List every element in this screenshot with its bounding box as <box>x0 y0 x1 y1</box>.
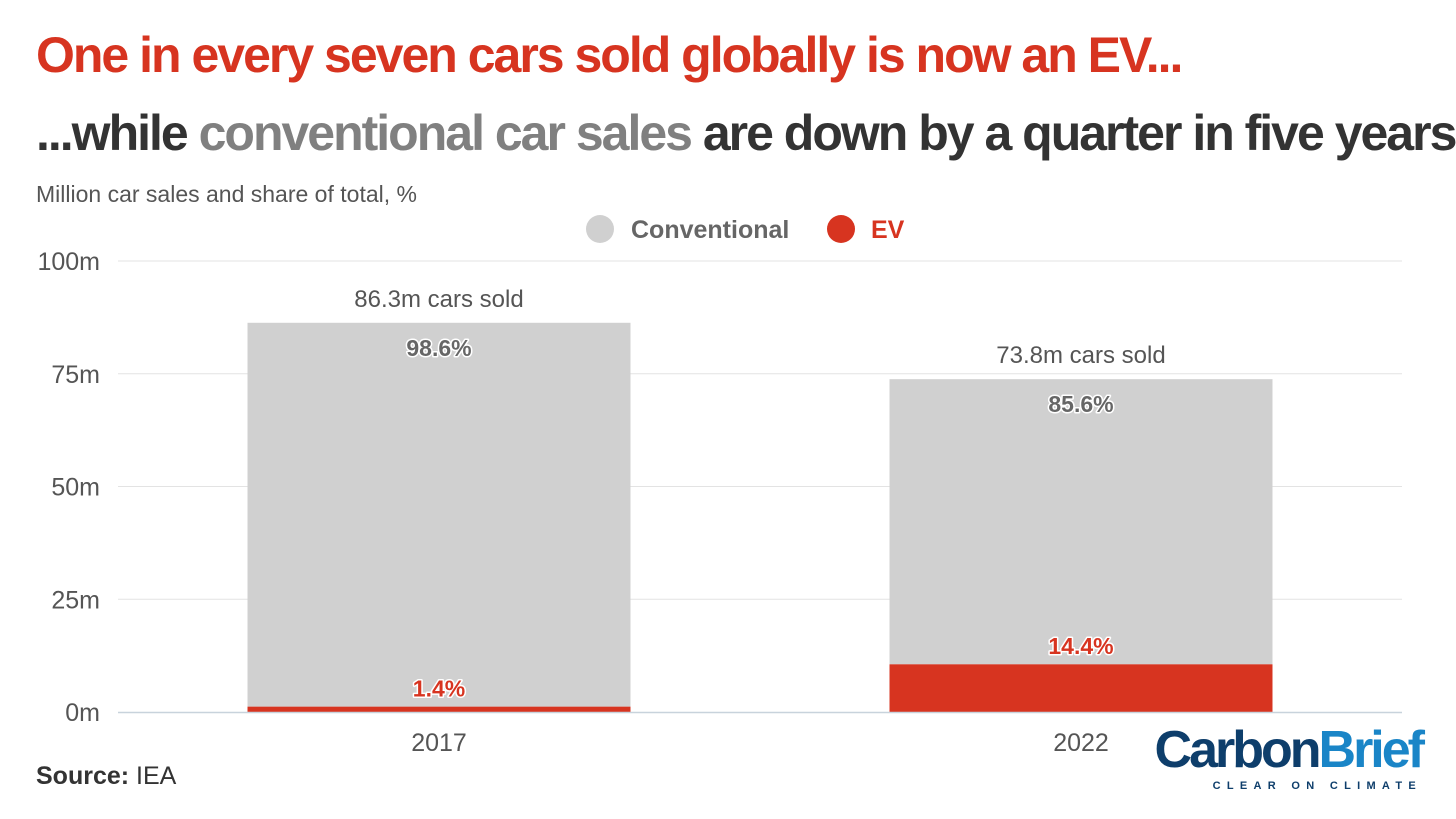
source-label: Source: <box>36 762 130 790</box>
legend-label-ev: EV <box>871 216 905 244</box>
bar-ev-2022 <box>889 664 1273 712</box>
logo-wordmark: CarbonBrief <box>1154 721 1425 779</box>
y-tick-label: 50m <box>51 474 100 502</box>
y-tick-label: 0m <box>65 699 100 727</box>
subtitle-end: are down by a quarter in five years <box>690 105 1456 161</box>
x-category-label: 2022 <box>1053 729 1109 757</box>
carbon-brief-logo: CarbonBrief CLEAR ON CLIMATE <box>1154 721 1425 792</box>
subtitle-highlight: conventional car sales <box>198 105 693 161</box>
subtitle-start: ...while <box>36 105 199 161</box>
bar-conventional-2017 <box>247 322 631 707</box>
x-category-label: 2017 <box>411 729 467 757</box>
legend-swatch-conventional <box>586 215 614 243</box>
share-label-conventional-2022: 85.6% <box>1048 391 1113 417</box>
logo-word-carbon: Carbon <box>1154 721 1322 779</box>
total-label-2017: 86.3m cars sold <box>354 286 523 313</box>
share-label-ev-2022: 14.4% <box>1048 633 1113 659</box>
y-tick-label: 100m <box>37 248 100 276</box>
logo-tagline: CLEAR ON CLIMATE <box>1212 780 1422 792</box>
bar-conventional-2022 <box>889 379 1273 665</box>
legend-swatch-ev <box>827 215 855 243</box>
units-label: Million car sales and share of total, % <box>36 181 417 207</box>
source-text: IEA <box>136 762 177 790</box>
bar-ev-2017 <box>247 706 631 712</box>
total-label-2022: 73.8m cars sold <box>996 342 1165 369</box>
logo-word-brief: Brief <box>1318 721 1425 779</box>
chart-subtitle: ...while conventional car sales are down… <box>36 105 1456 161</box>
source-line: Source: IEA <box>36 762 176 791</box>
y-tick-label: 25m <box>51 586 100 614</box>
legend-label-conventional: Conventional <box>631 216 789 244</box>
chart-title: One in every seven cars sold globally is… <box>36 27 1183 83</box>
share-label-conventional-2017: 98.6% <box>406 335 471 361</box>
y-tick-label: 75m <box>51 361 100 389</box>
share-label-ev-2017: 1.4% <box>413 676 465 702</box>
